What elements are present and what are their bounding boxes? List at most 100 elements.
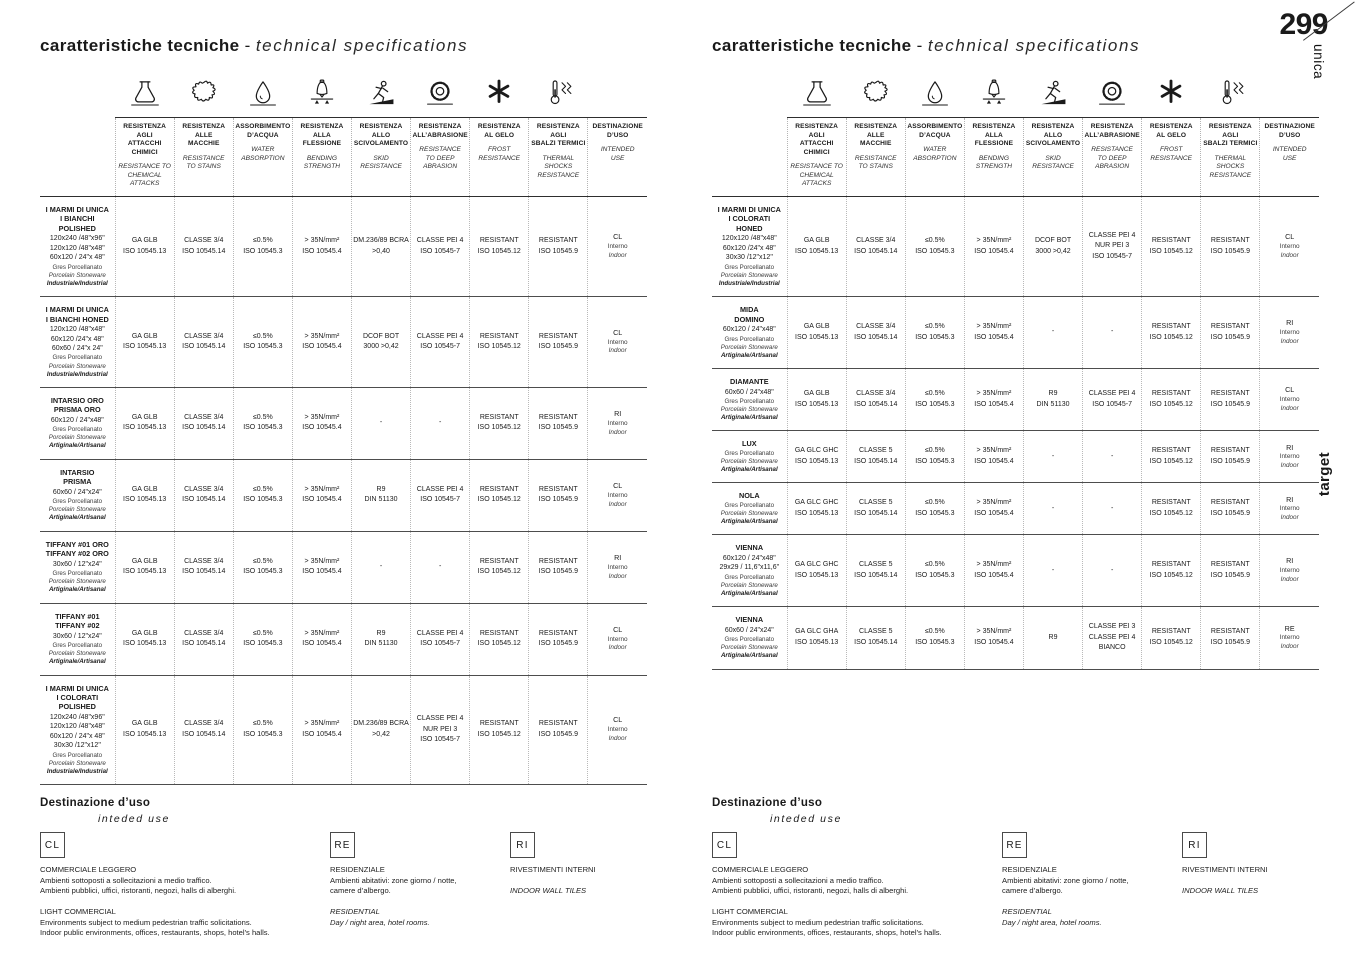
spec-value-cell: RESISTANT ISO 10545.9	[1200, 482, 1260, 536]
column-header-en: RESISTANCE TO STAINS	[854, 154, 897, 171]
use-code: CL	[613, 327, 623, 337]
spec-value: -	[1051, 504, 1055, 512]
spec-value-cell: -	[1082, 482, 1142, 536]
spec-value-cell: RESISTANT ISO 10545.12	[469, 196, 529, 298]
legend-line-it: RIVESTIMENTI INTERNI	[1182, 865, 1268, 874]
spec-value: ≤0.5% ISO 10545.3	[915, 561, 955, 579]
spec-value-cell: ≤0.5% ISO 10545.3	[904, 368, 965, 432]
product-row: VIENNA 60x120 / 24"x48" 29x29 / 11,6"x11,…	[712, 534, 1319, 608]
thermometer-icon	[528, 72, 588, 118]
legend-item: CL COMMERCIALE LEGGERO Ambienti sottoposti…	[40, 832, 330, 939]
use-label-en: Indoor	[608, 251, 627, 259]
spec-value: CLASSE 3/4 ISO 10545.14	[854, 323, 898, 341]
spec-value-cell: CLASSE PEI 4 NUR PEI 3 ISO 10545-7	[410, 675, 470, 786]
spec-value: CLASSE 3/4 ISO 10545.14	[182, 413, 226, 432]
spec-value: -	[1051, 328, 1055, 336]
column-header-it: DESTINAZIONE D’USO	[1264, 123, 1315, 139]
spec-value: > 35N/mm² ISO 10545.4	[302, 485, 342, 504]
legend-line-it: Ambienti pubblici, uffici, ristoranti, n…	[40, 886, 237, 896]
spec-value: RESISTANT ISO 10545.9	[538, 557, 578, 576]
spec-value: RESISTANT ISO 10545.9	[1210, 323, 1250, 341]
legend-line-it: Ambienti pubblici, uffici, ristoranti, n…	[712, 886, 909, 896]
product-cell: TIFFANY #01 ORO TIFFANY #02 ORO 30x60 / 1…	[40, 531, 116, 604]
collection-label: unica	[1311, 44, 1326, 80]
column-header-it: RESISTENZA ALLO SCIVOLAMENTO	[1025, 123, 1081, 148]
material-it: Gres Porcellanato	[724, 636, 775, 644]
thermometer-icon	[1200, 72, 1260, 118]
spec-value: ≤0.5% ISO 10545.3	[243, 629, 283, 648]
column-header-it: ASSORBIMENTO D’ACQUA	[907, 123, 963, 139]
spec-value-cell: -	[1022, 534, 1083, 608]
spec-value-cell: CLASSE PEI 4 ISO 10545-7	[1082, 368, 1142, 432]
spec-value-cell: R9	[1022, 606, 1083, 670]
column-header: RESISTENZA AGLI SBALZI TERMICI THERMAL SH…	[528, 117, 588, 197]
spec-value: RESISTANT ISO 10545.9	[1210, 447, 1250, 465]
material-it: Gres Porcellanato	[724, 501, 775, 509]
material-en: Porcelain Stoneware	[720, 406, 778, 414]
spec-value: RESISTANT ISO 10545.9	[1210, 628, 1250, 646]
spec-value-cell: RESISTANT ISO 10545.12	[1141, 196, 1201, 298]
spec-value-cell: > 35N/mm² ISO 10545.4	[291, 387, 352, 460]
column-header: RESISTENZA AGLI SBALZI TERMICI THERMAL SH…	[1200, 117, 1260, 197]
use-code: RI	[1286, 494, 1294, 504]
column-header: RESISTENZA ALLA FLESSIONE BENDING STRENGT…	[291, 117, 352, 197]
spec-value-cell: RESISTANT ISO 10545.9	[528, 675, 588, 786]
spec-value: ≤0.5% ISO 10545.3	[243, 332, 283, 351]
spec-value: GA GLC GHC ISO 10545.13	[794, 447, 839, 465]
none	[1259, 72, 1319, 118]
product-name: MIDA DOMINO	[734, 305, 765, 324]
column-header-it: RESISTENZA AGLI ATTACCHI CHIMICI	[795, 123, 839, 156]
intended-use-legend-left: Destinazione d’uso inteded use CL COMMERC…	[40, 797, 647, 939]
legend-item: RI RIVESTIMENTI INTERNI INDOOR WALL TILES	[510, 832, 647, 939]
spec-value: ≤0.5% ISO 10545.3	[915, 237, 955, 255]
spec-value-cell: ≤0.5% ISO 10545.3	[904, 482, 965, 536]
legend-gap	[510, 876, 647, 886]
legend-line-en: Indoor public environments, offices, res…	[712, 928, 942, 938]
none	[587, 72, 647, 118]
spec-value: -	[1110, 328, 1114, 336]
section-title-en: technical specifications	[927, 36, 1141, 55]
use-label-it: Interno	[1279, 329, 1300, 337]
spec-value-cell: CLASSE 3/4 ISO 10545.14	[173, 459, 234, 532]
column-header-it: RESISTENZA AL GELO	[477, 123, 521, 139]
product-cell: I MARMI DI UNICA I BIANCHI POLISHED 120x2…	[40, 196, 116, 298]
product-class: Artiginale/Artisanal	[720, 518, 778, 526]
product-cell: VIENNA 60x60 / 24"x24" Gres Porcellanato Po…	[712, 606, 788, 670]
product-name: INTARSIO ORO PRISMA ORO	[50, 395, 104, 415]
spec-value: CLASSE 3/4 ISO 10545.14	[182, 237, 226, 255]
spec-value: RESISTANT ISO 10545.9	[1210, 499, 1250, 517]
section-title: caratteristiche tecniche - technical spe…	[40, 36, 647, 56]
spec-value: -	[1051, 566, 1055, 574]
use-code: RI	[1286, 318, 1294, 328]
column-header-it: RESISTENZA ALLO SCIVOLAMENTO	[353, 123, 409, 148]
column-header: RESISTENZA AGLI ATTACCHI CHIMICI RESISTAN…	[114, 117, 175, 197]
spec-value-cell: GA GLB ISO 10545.13	[786, 196, 847, 298]
intended-use-cell: RI Interno Indoor	[1259, 534, 1319, 608]
spec-value: -	[1051, 452, 1055, 460]
spec-value-cell: CLASSE PEI 3 CLASSE PEI 4 BIANCO	[1082, 606, 1142, 670]
spec-value: CLASSE PEI 4 NUR PEI 3 ISO 10545-7	[416, 715, 464, 744]
spec-value: GA GLB ISO 10545.13	[123, 557, 167, 576]
spec-value-cell: R9 DIN 51130	[350, 459, 411, 532]
spec-value: RESISTANT ISO 10545.12	[477, 332, 521, 351]
spec-value-cell: ≤0.5% ISO 10545.3	[232, 603, 293, 676]
stain-icon	[846, 72, 906, 118]
product-class: Artiginale/Artisanal	[48, 442, 106, 450]
spec-value-cell: -	[1082, 534, 1142, 608]
material-it: Gres Porcellanato	[724, 335, 775, 343]
product-name: NOLA	[738, 491, 760, 501]
column-header-it: RESISTENZA ALL’ABRASIONE	[412, 123, 468, 139]
use-label-en: Indoor	[1280, 405, 1299, 413]
product-class: Artiginale/Artisanal	[720, 414, 778, 422]
spec-value: ≤0.5% ISO 10545.3	[243, 413, 283, 432]
use-label-it: Interno	[607, 635, 628, 643]
snowflake-icon	[469, 72, 529, 118]
spec-value-cell: RESISTANT ISO 10545.12	[1141, 430, 1201, 484]
use-label-it: Interno	[607, 419, 628, 427]
legend-line-it: Ambienti sottoposti a sollecitazioni a m…	[40, 875, 212, 885]
legend-line-en: LIGHT COMMERCIAL	[40, 906, 116, 916]
spec-value: CLASSE PEI 3 CLASSE PEI 4 BIANCO	[1088, 623, 1136, 652]
spec-table-right: RESISTENZA AGLI ATTACCHI CHIMICI RESISTAN…	[712, 72, 1319, 670]
section-title: caratteristiche tecniche - technical spe…	[712, 36, 1319, 56]
use-code: CL	[1285, 385, 1295, 395]
